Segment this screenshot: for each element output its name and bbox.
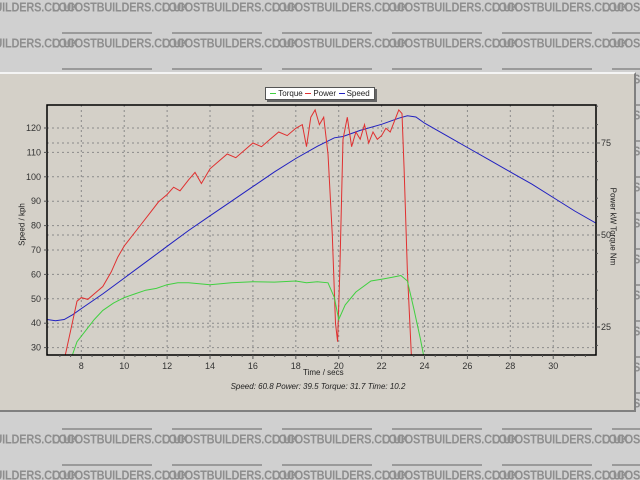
plot-area (47, 105, 596, 355)
watermark-car-icon (392, 54, 482, 70)
y-tick-label: 120 (26, 123, 41, 133)
x-tick-label: 30 (548, 361, 558, 371)
series-line-torque (71, 274, 425, 355)
y-tick-label: 40 (31, 318, 41, 328)
chart-legend: Torque Power Speed (265, 87, 375, 100)
legend-item-speed: Speed (338, 89, 370, 98)
watermark-car-icon (392, 18, 482, 34)
series-line-speed (47, 115, 596, 322)
y2-tick-label: 50 (601, 230, 611, 240)
watermark-car-icon (282, 54, 372, 70)
speed-swatch-icon (338, 93, 345, 94)
watermark-text-row: LOCOSTBUILDERS.CO.UKLOCOSTBUILDERS.CO.UK… (0, 1, 640, 15)
watermark-car-icon (502, 54, 592, 70)
y-tick-label: 60 (31, 269, 41, 279)
x-tick-label: 26 (462, 361, 472, 371)
watermark-car-icon (502, 414, 592, 430)
x-tick-label: 24 (420, 361, 430, 371)
y-axis-left-title: Speed / kph (17, 203, 27, 246)
legend-item-power: Power (305, 89, 336, 98)
watermark-text-row: LOCOSTBUILDERS.CO.UKLOCOSTBUILDERS.CO.UK… (0, 433, 640, 447)
y-tick-label: 80 (31, 221, 41, 231)
watermark-car-icon (612, 414, 640, 430)
x-tick-label: 20 (334, 361, 344, 371)
watermark-car-icon (502, 450, 592, 466)
watermark-car-icon (502, 18, 592, 34)
watermark-car-icon (282, 450, 372, 466)
y-tick-label: 90 (31, 196, 41, 206)
x-axis-title: Time / secs (303, 368, 344, 377)
readout-status: Speed: 60.8 Power: 39.5 Torque: 31.7 Tim… (230, 382, 406, 391)
watermark-car-icon (172, 54, 262, 70)
x-tick-label: 18 (291, 361, 301, 371)
watermark-car-icon (172, 414, 262, 430)
watermark-car-icon (62, 18, 152, 34)
x-tick-label: 28 (505, 361, 515, 371)
legend-item-torque: Torque (270, 89, 303, 98)
y-tick-label: 30 (31, 343, 41, 353)
watermark-car-icon (392, 414, 482, 430)
watermark-car-icon (172, 18, 262, 34)
y-tick-label: 50 (31, 294, 41, 304)
watermark-car-icon (62, 54, 152, 70)
watermark-car-icon (282, 414, 372, 430)
watermark-car-icon (172, 450, 262, 466)
watermark-car-icon (282, 18, 372, 34)
y-tick-label: 110 (27, 147, 41, 157)
x-tick-label: 8 (79, 361, 84, 371)
watermark-car-icon (392, 450, 482, 466)
plot-frame (46, 104, 597, 356)
y-axis-right-title: Power kW Torque Nm (608, 187, 618, 266)
x-tick-label: 22 (377, 361, 387, 371)
x-tick-label: 16 (248, 361, 258, 371)
series-line-power (64, 108, 412, 355)
torque-swatch-icon (270, 93, 277, 94)
x-tick-label: 14 (205, 361, 215, 371)
power-swatch-icon (305, 93, 312, 94)
watermark-car-icon (612, 18, 640, 34)
x-tick-label: 10 (119, 361, 129, 371)
watermark-text-row: LOCOSTBUILDERS.CO.UKLOCOSTBUILDERS.CO.UK… (0, 37, 640, 51)
y-tick-label: 70 (31, 245, 41, 255)
watermark-car-icon (62, 414, 152, 430)
x-tick-label: 12 (162, 361, 172, 371)
watermark-car-icon (62, 450, 152, 466)
watermark-text-row: LOCOSTBUILDERS.CO.UKLOCOSTBUILDERS.CO.UK… (0, 469, 640, 480)
y2-tick-label: 25 (601, 322, 611, 332)
y2-tick-label: 75 (601, 138, 611, 148)
watermark-car-icon (612, 54, 640, 70)
y-tick-label: 100 (26, 172, 41, 182)
watermark-car-icon (612, 450, 640, 466)
